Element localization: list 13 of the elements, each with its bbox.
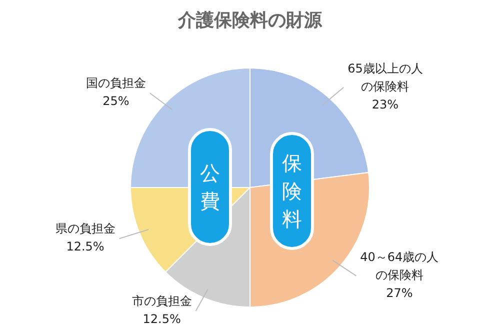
data-label: 12.5% [66, 240, 104, 254]
slice-label: 県の負担金 [55, 222, 116, 236]
chart-title: 介護保険料の財源 [176, 9, 324, 32]
slice-label: 国の負担金 [86, 76, 146, 90]
slice-label: 市の負担金 [132, 294, 192, 308]
text: 公費 [200, 160, 220, 215]
data-label: 25% [102, 94, 130, 108]
text: 保険料 [282, 150, 302, 233]
slice-label: 40～64歳の人の保険料 [360, 250, 439, 282]
data-label: 27% [386, 286, 413, 300]
data-label: 12.5% [142, 312, 181, 326]
slice-label: 65歳以上の人の保険料 [348, 61, 423, 94]
data-label: 23% [372, 97, 399, 112]
